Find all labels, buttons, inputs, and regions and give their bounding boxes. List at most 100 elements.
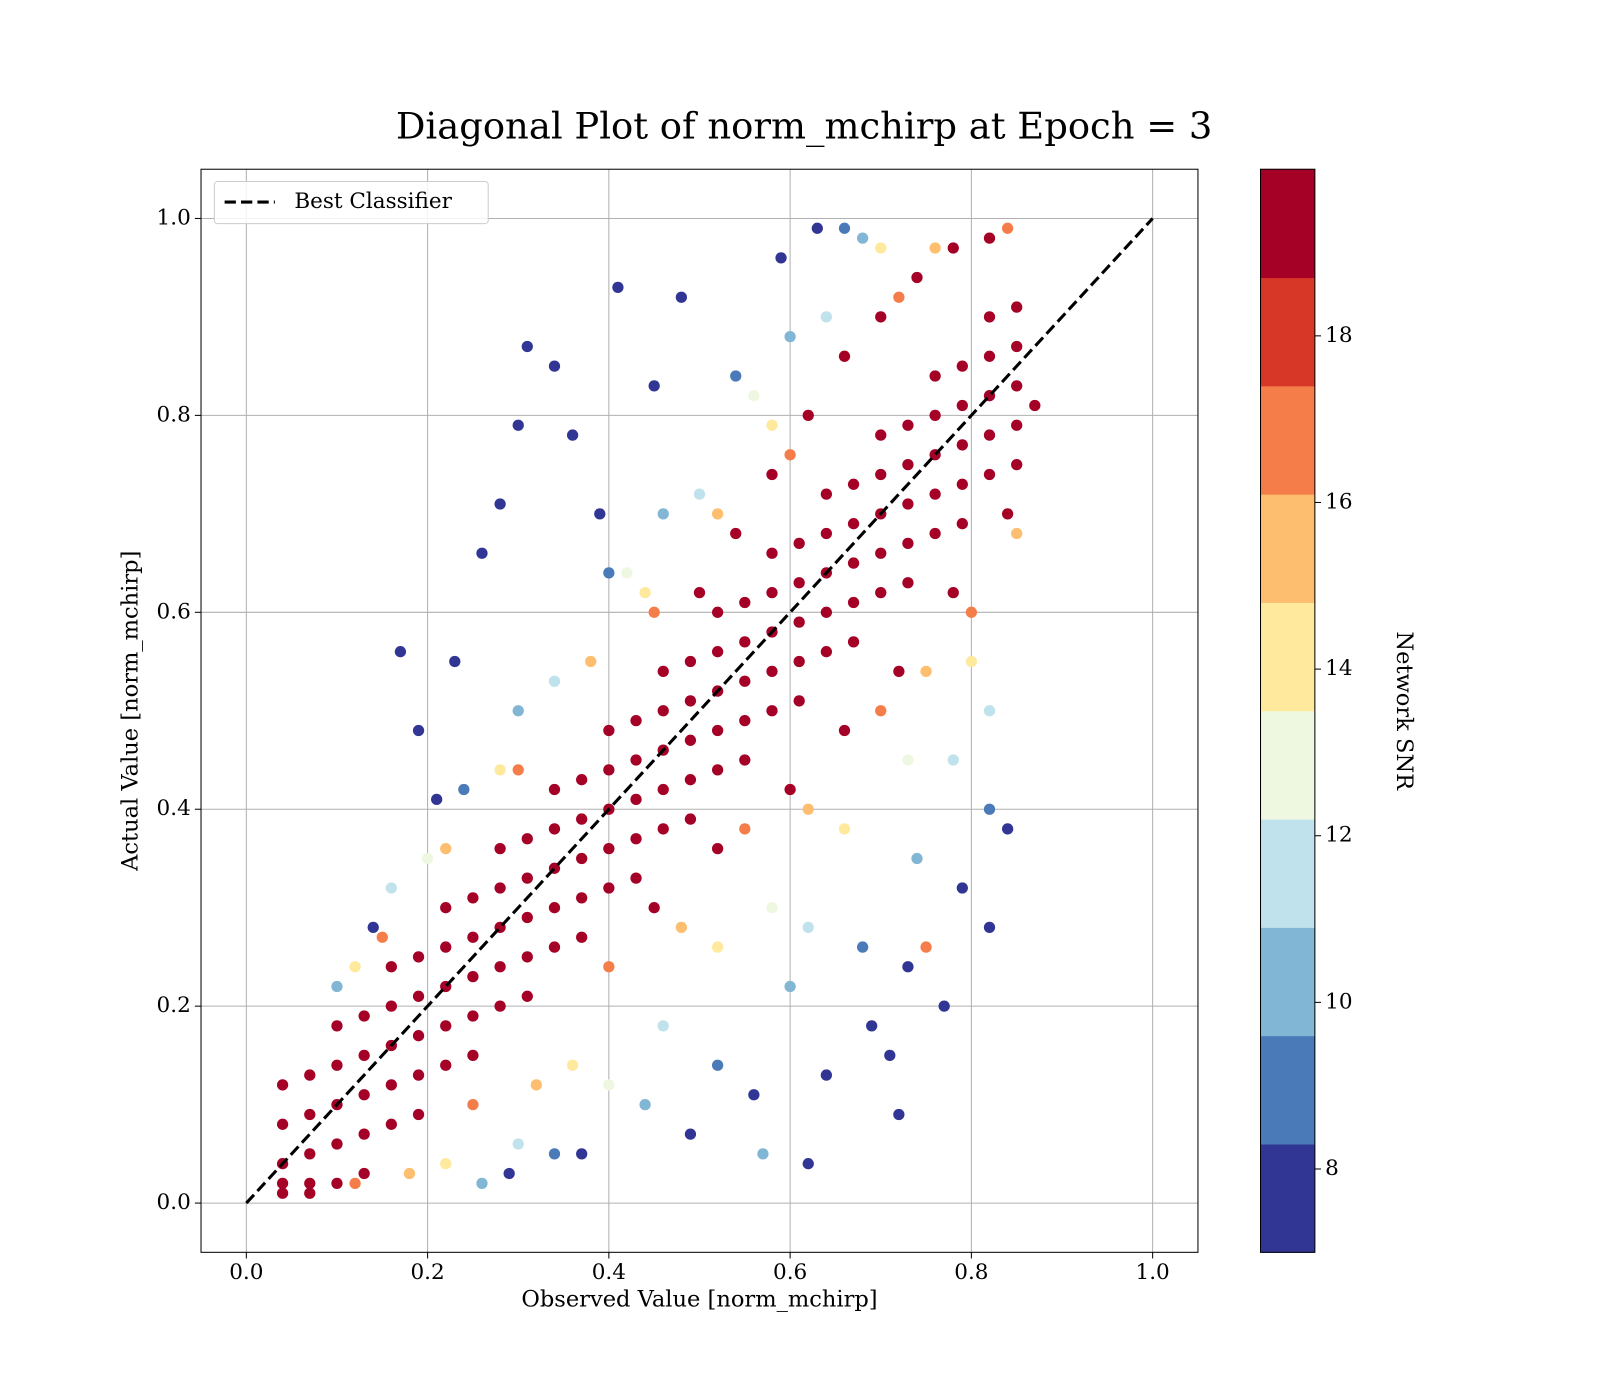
scatter-point — [603, 724, 615, 737]
scatter-point — [684, 734, 697, 746]
scatter-point — [711, 724, 724, 737]
colorbar-band — [1260, 385, 1315, 495]
scatter-point — [838, 823, 851, 835]
scatter-point — [403, 1167, 416, 1180]
scatter-point — [521, 951, 533, 963]
colorbar-tick-label: 10 — [1325, 989, 1352, 1014]
scatter-point — [893, 1108, 905, 1121]
scatter-point — [775, 252, 787, 264]
colorbar-band — [1260, 1144, 1315, 1253]
scatter-point — [385, 961, 397, 973]
x-tick-label: 1.0 — [1136, 1260, 1170, 1285]
scatter-point — [956, 360, 968, 372]
scatter-point — [711, 764, 724, 776]
scatter-point — [947, 586, 959, 599]
scatter-point — [467, 1010, 479, 1022]
scatter-point — [748, 390, 760, 402]
scatter-point — [956, 478, 968, 490]
scatter-point — [304, 1177, 316, 1190]
y-axis-label: Actual Value [norm_mchirp] — [117, 551, 143, 872]
scatter-point — [494, 498, 506, 510]
scatter-point — [983, 429, 996, 441]
scatter-point — [1011, 527, 1023, 540]
colorbar-frame — [1260, 168, 1316, 1253]
scatter-point — [603, 567, 615, 579]
scatter-point — [530, 1079, 542, 1091]
scatter-point — [875, 311, 887, 323]
scatter-point — [920, 941, 932, 953]
scatter-point — [394, 646, 407, 658]
scatter-point — [983, 803, 996, 815]
scatter-point — [1029, 399, 1041, 412]
scatter-point — [711, 606, 724, 618]
y-tick-label: 0.2 — [157, 993, 191, 1018]
scatter-point — [902, 961, 914, 973]
scatter-point — [766, 586, 778, 599]
scatter-point — [331, 1059, 343, 1071]
grid — [201, 169, 1198, 1253]
scatter-point — [503, 1167, 515, 1180]
colorbar-band — [1260, 169, 1315, 279]
scatter-point — [1001, 508, 1014, 520]
scatter-point — [748, 1089, 760, 1101]
scatter-point — [902, 419, 914, 431]
scatter-point — [304, 1187, 316, 1199]
scatter-point — [929, 409, 941, 422]
scatter-point — [594, 508, 606, 520]
scatter-point — [938, 1000, 950, 1012]
scatter-point — [440, 1059, 452, 1071]
scatter-point — [811, 222, 823, 234]
scatter-point — [802, 1158, 814, 1170]
scatter-point — [512, 705, 524, 717]
scatter-point — [711, 842, 724, 855]
scatter-point — [494, 842, 506, 855]
scatter-point — [494, 961, 506, 973]
scatter-point — [784, 330, 796, 343]
scatter-point — [1011, 380, 1023, 392]
x-tick-label: 0.0 — [229, 1260, 263, 1285]
colorbar-band — [1260, 277, 1315, 387]
scatter-point — [548, 1148, 561, 1160]
scatter-point — [276, 1079, 289, 1091]
colorbar-tick-label: 12 — [1325, 823, 1352, 848]
scatter-point — [412, 1030, 425, 1042]
scatter-point — [1011, 419, 1023, 431]
scatter-point — [739, 754, 751, 766]
scatter-point — [956, 518, 968, 530]
scatter-point — [576, 892, 588, 904]
scatter-point — [893, 665, 905, 678]
scatter-point — [512, 419, 524, 431]
x-axis-label: Observed Value [norm_mchirp] — [521, 1287, 877, 1313]
scatter-point — [766, 419, 778, 431]
scatter-point — [684, 695, 697, 707]
y-tick-label: 0.6 — [157, 599, 191, 624]
scatter-point — [902, 498, 914, 510]
scatter-point — [276, 1177, 289, 1190]
scatter-point — [766, 468, 778, 481]
scatter-point — [548, 675, 561, 687]
scatter-point — [449, 655, 461, 668]
scatter-point — [521, 872, 533, 884]
scatter-point — [440, 902, 452, 914]
scatter-point — [603, 1079, 615, 1091]
scatter-point — [512, 764, 524, 776]
scatter-point — [585, 655, 597, 668]
scatter-point — [684, 1128, 697, 1140]
scatter-point — [847, 518, 860, 530]
scatter-point — [1001, 222, 1014, 234]
scatter-point — [875, 429, 887, 441]
scatter-point — [358, 1089, 370, 1101]
scatter-point — [467, 931, 479, 943]
scatter-point — [983, 468, 996, 481]
scatter-point — [612, 281, 624, 294]
scatter-point — [929, 242, 941, 254]
scatter-point — [902, 537, 914, 550]
scatter-point — [684, 813, 697, 825]
scatter-point — [838, 724, 851, 737]
scatter-point — [630, 833, 642, 845]
scatter-point — [802, 921, 814, 934]
scatter-point — [1011, 301, 1023, 313]
scatter-point — [521, 990, 533, 1002]
scatter-point — [412, 1108, 425, 1121]
